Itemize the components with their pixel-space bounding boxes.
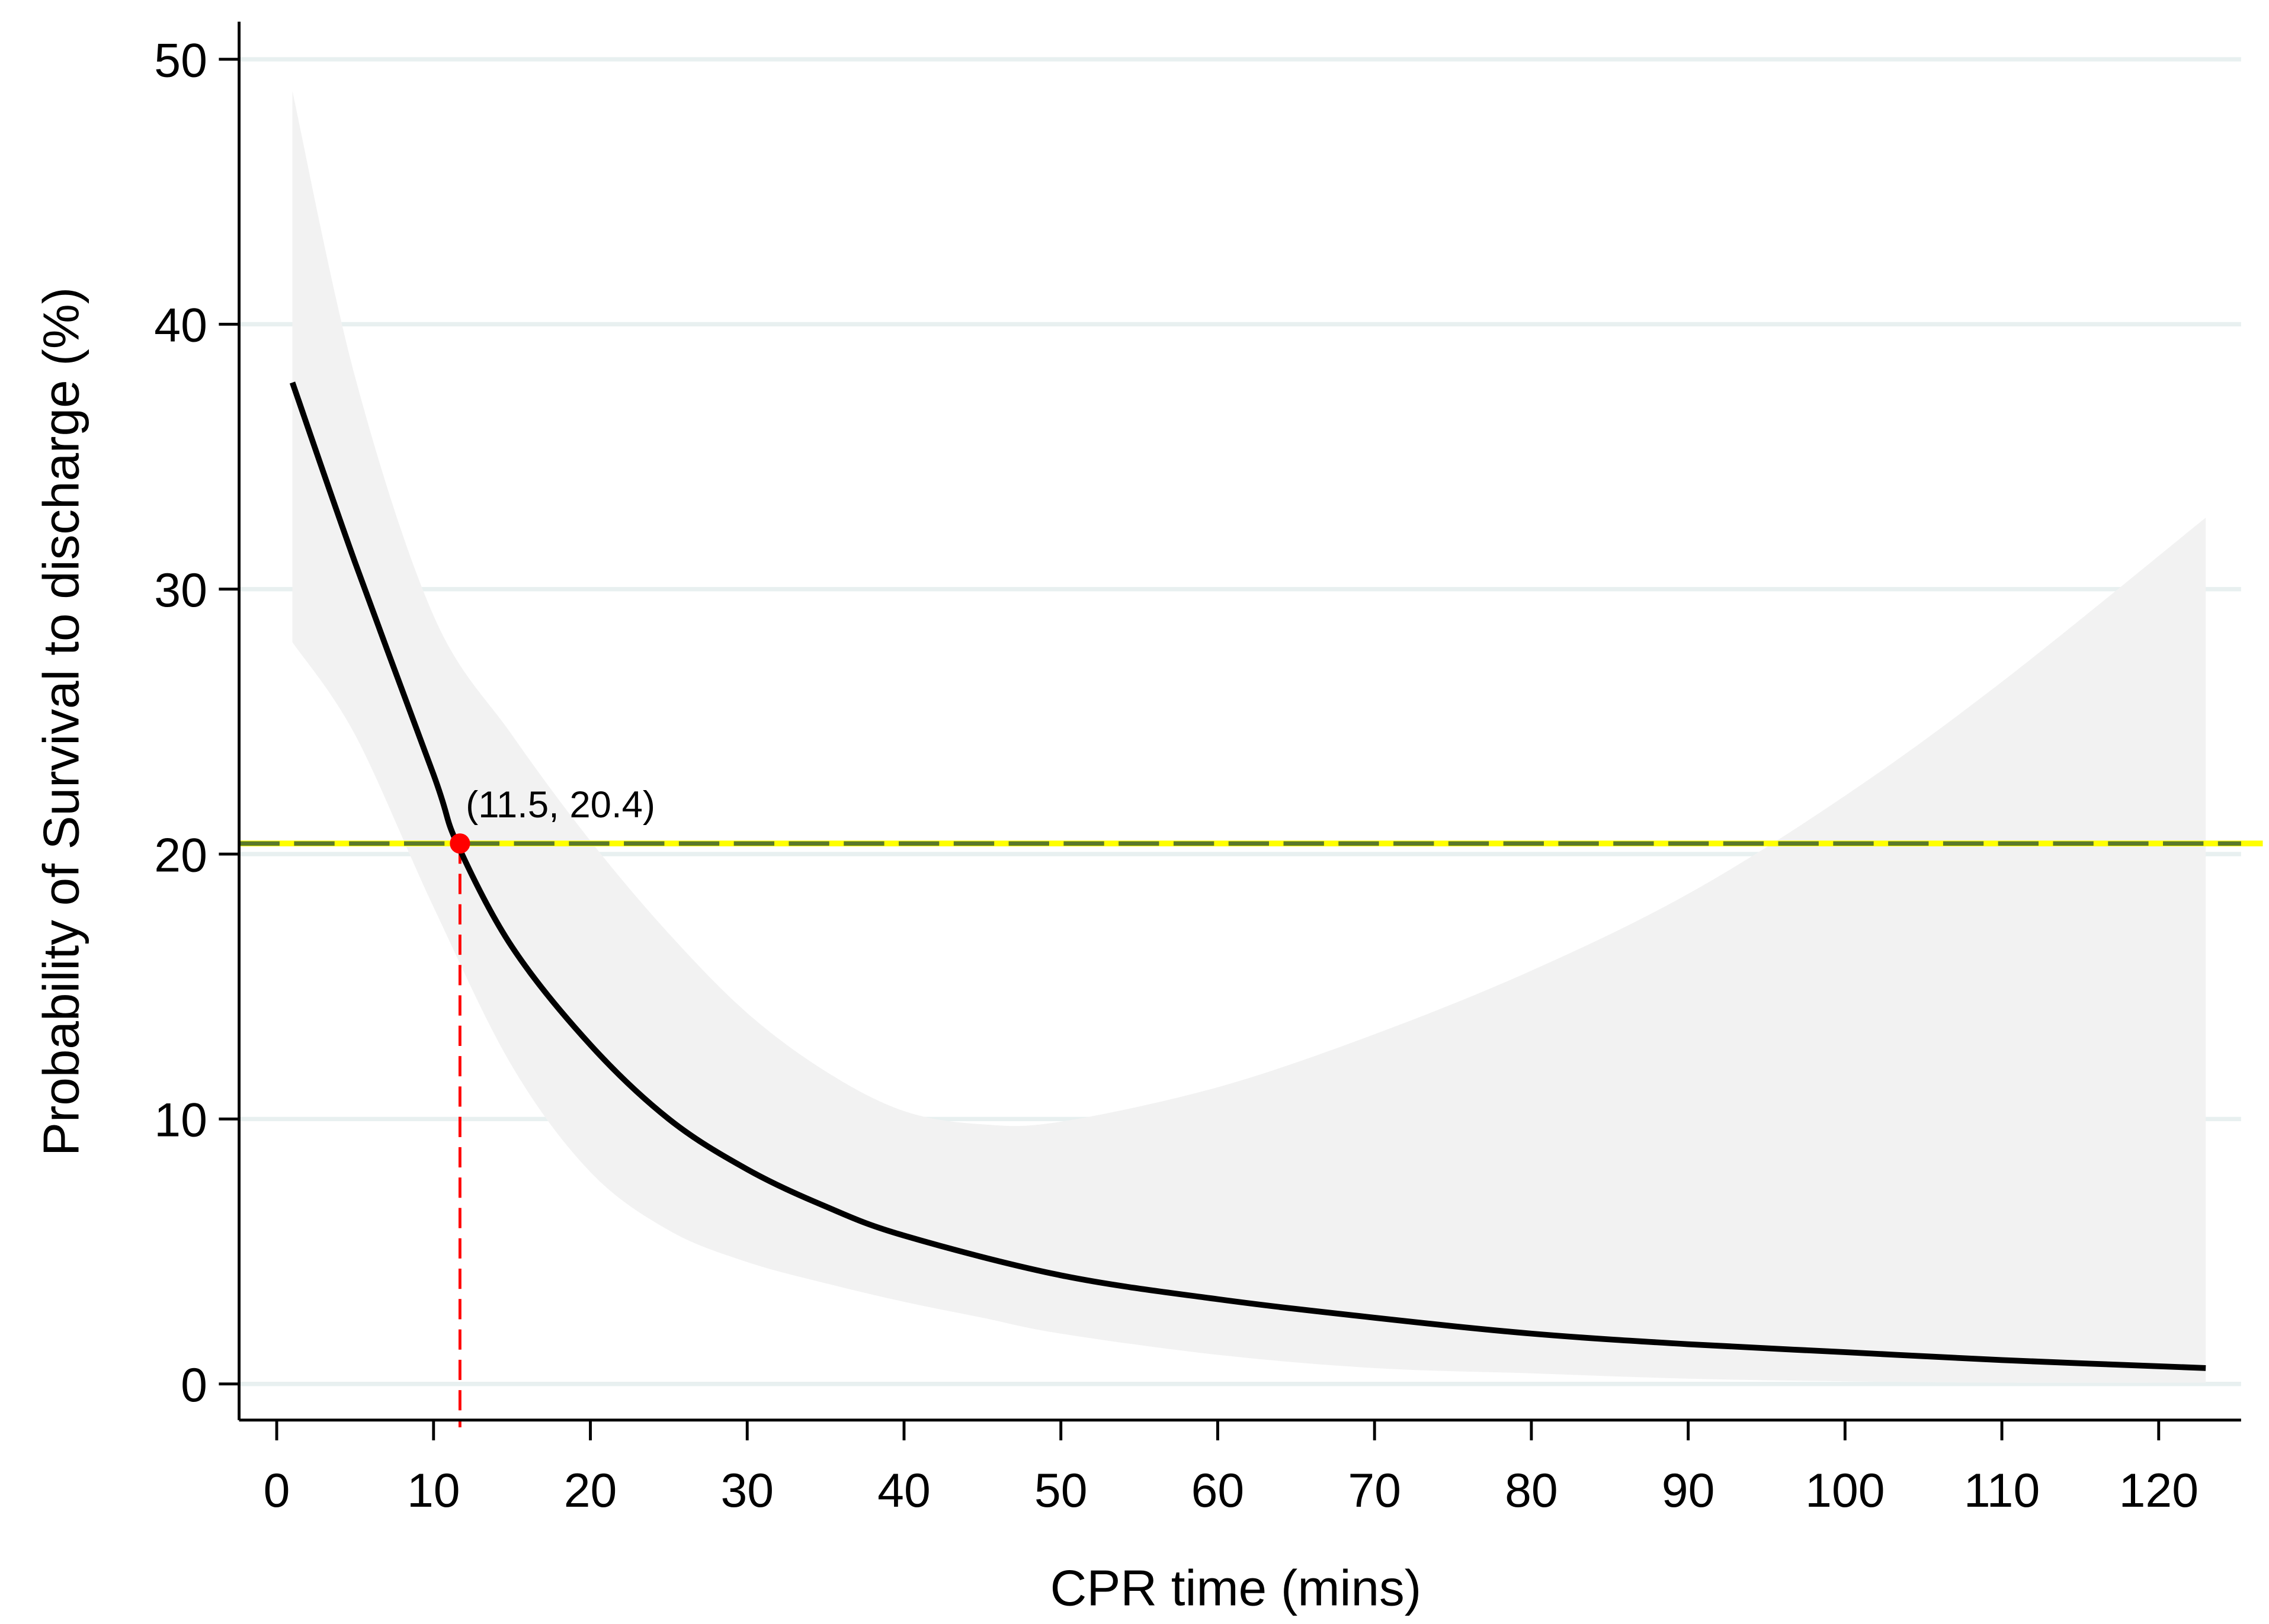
threshold-point [450, 833, 470, 854]
x-tick-label: 40 [877, 1464, 931, 1517]
x-tick-label: 30 [720, 1464, 774, 1517]
prediction-curve [289, 381, 2206, 1371]
x-tick-label: 0 [264, 1464, 290, 1517]
y-tick-label: 10 [154, 1094, 207, 1147]
x-ticks: 0 10 20 30 40 50 60 70 80 90 100 110 120 [264, 1420, 2199, 1517]
x-tick-label: 80 [1505, 1464, 1558, 1517]
x-tick-label: 110 [1964, 1464, 2040, 1517]
confidence-band [292, 91, 2206, 1383]
y-tick-label: 40 [154, 299, 207, 352]
y-tick-label: 0 [181, 1359, 207, 1412]
y-ticks: 0 10 20 30 40 50 [154, 34, 239, 1412]
x-tick-label: 100 [1805, 1464, 1885, 1517]
x-tick-label: 120 [2119, 1464, 2199, 1517]
y-tick-label: 30 [154, 564, 207, 617]
x-tick-label: 50 [1034, 1464, 1088, 1517]
x-tick-label: 70 [1348, 1464, 1401, 1517]
x-tick-label: 10 [407, 1464, 460, 1517]
y-tick-label: 50 [154, 34, 207, 87]
x-tick-label: 90 [1662, 1464, 1715, 1517]
y-tick-label: 20 [154, 829, 207, 882]
x-axis-label: CPR time (mins) [1050, 1560, 1422, 1616]
x-tick-label: 20 [564, 1464, 617, 1517]
y-axis-label: Probability of Survival to discharge (%) [34, 287, 90, 1156]
threshold-label: (11.5, 20.4) [466, 784, 655, 826]
x-tick-label: 60 [1191, 1464, 1245, 1517]
